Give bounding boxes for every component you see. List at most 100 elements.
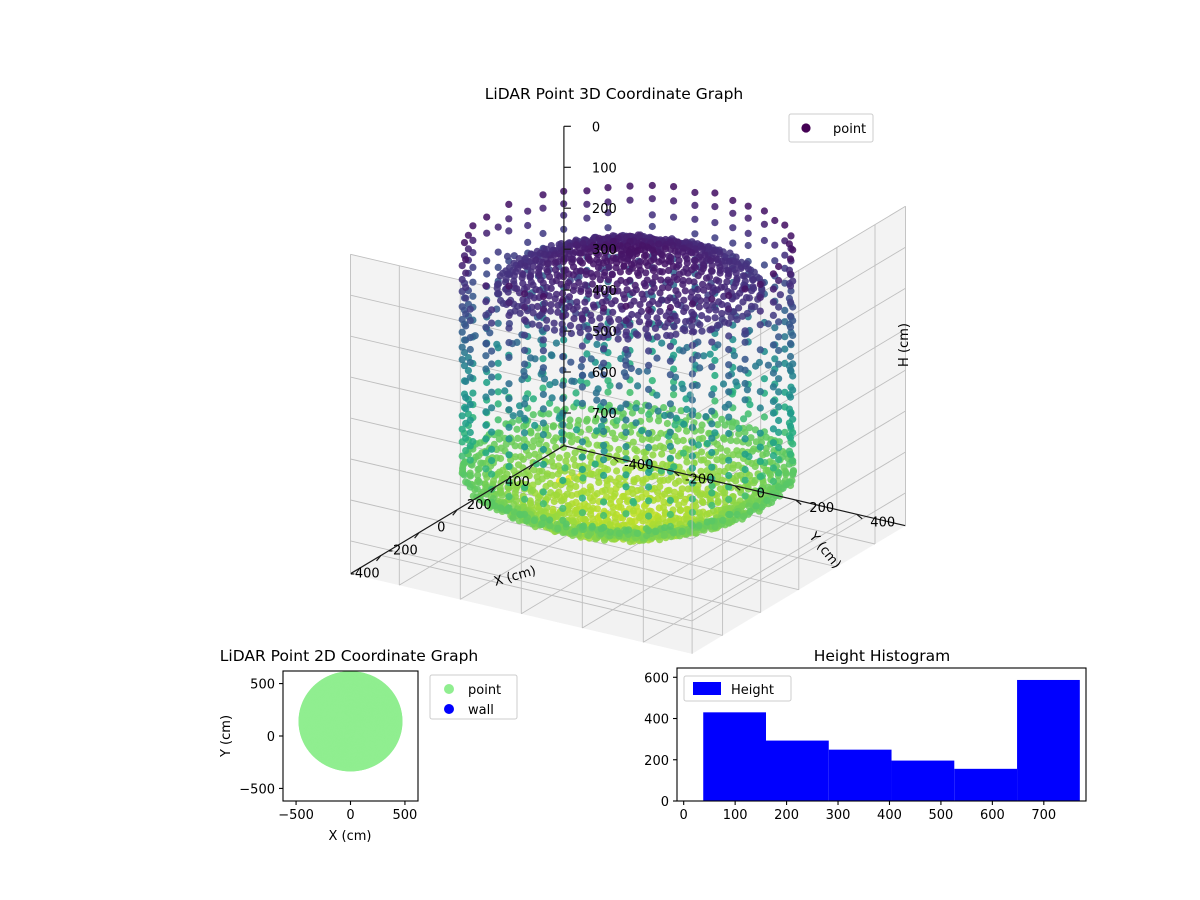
plot3d-point bbox=[629, 489, 637, 498]
plot3d-point bbox=[683, 427, 691, 435]
plot3d-point bbox=[553, 406, 561, 414]
plot3d-point bbox=[645, 385, 653, 393]
plot3d-point bbox=[645, 468, 653, 476]
plot3d-point bbox=[488, 470, 496, 478]
plot3d-point bbox=[589, 273, 597, 281]
plot3d-point bbox=[622, 483, 630, 491]
plot3d-point bbox=[725, 471, 733, 480]
plot3d-point bbox=[738, 312, 747, 320]
plot3d-point bbox=[488, 347, 496, 355]
plot3d-point bbox=[551, 259, 559, 267]
plot3d-point bbox=[666, 442, 675, 450]
plot3d-point bbox=[521, 262, 529, 270]
plot3d-point bbox=[513, 425, 521, 433]
plot3d-point bbox=[741, 338, 749, 346]
plot3d-zlabel: H (cm) bbox=[897, 323, 912, 367]
plot3d-point bbox=[629, 289, 637, 297]
plot3d-point bbox=[543, 260, 551, 268]
plot3d-point bbox=[595, 478, 603, 486]
plot3d-legend[interactable]: point bbox=[788, 113, 874, 143]
plot3d-point bbox=[469, 389, 477, 397]
plot3d-point bbox=[529, 309, 537, 317]
plot3d-point bbox=[621, 295, 629, 303]
plot3d-point bbox=[579, 522, 588, 530]
plot3d-point bbox=[494, 223, 502, 231]
plot3d-point bbox=[593, 292, 601, 300]
plot3d-point bbox=[702, 413, 710, 421]
plot3d-point bbox=[625, 267, 633, 276]
plot3d-point bbox=[616, 497, 624, 505]
plot3d-point bbox=[460, 458, 469, 467]
plot3d-point bbox=[686, 528, 694, 536]
plot3d-point bbox=[680, 420, 688, 428]
plot3d-point bbox=[703, 518, 711, 526]
plot3d-point bbox=[469, 292, 477, 300]
plot3d-point bbox=[741, 327, 749, 335]
plot3d-point bbox=[600, 511, 608, 520]
plot3d-point bbox=[744, 229, 752, 237]
plot3d-point bbox=[639, 295, 648, 303]
plot3d-point bbox=[786, 410, 795, 418]
plot3d-point bbox=[741, 396, 749, 404]
plot3d-point bbox=[782, 469, 790, 477]
plot3d-point bbox=[645, 402, 653, 410]
plot3d-point bbox=[462, 310, 470, 318]
plot3d-point bbox=[503, 270, 512, 278]
plot3d-point bbox=[622, 510, 630, 518]
plot3d-point bbox=[588, 280, 597, 288]
plot3d-point bbox=[725, 400, 733, 408]
plot3d-point bbox=[572, 248, 580, 256]
plot3d-point bbox=[651, 273, 659, 281]
plot3d-point bbox=[622, 361, 630, 369]
plot3d-point bbox=[640, 448, 648, 456]
plot3d-point bbox=[771, 355, 779, 363]
plot3d-point bbox=[769, 369, 778, 377]
plot3d-point bbox=[781, 345, 789, 353]
plot3d-point bbox=[775, 456, 783, 464]
plot3d-point bbox=[725, 361, 733, 369]
plot3d-point bbox=[698, 312, 706, 320]
plot3d-y-tick bbox=[795, 499, 802, 505]
plot3d-point bbox=[505, 380, 513, 388]
plot3d-point bbox=[700, 352, 708, 360]
plot3d-point bbox=[462, 256, 470, 264]
plot3d-point bbox=[469, 278, 477, 286]
plot3d-point bbox=[466, 472, 475, 480]
plot3d-point bbox=[554, 524, 562, 533]
plot3d-point bbox=[786, 298, 795, 306]
plot3d-point bbox=[545, 410, 553, 418]
plot3d-legend-box bbox=[788, 113, 874, 143]
plot3d-point bbox=[555, 454, 564, 462]
plot3d-point bbox=[578, 383, 587, 391]
plot3d-point bbox=[491, 502, 499, 510]
plot3d-point bbox=[636, 301, 644, 309]
plot3d-point bbox=[741, 355, 749, 363]
plot3d-point bbox=[687, 520, 695, 528]
plot3d-point bbox=[664, 266, 673, 275]
plot3d-point bbox=[741, 450, 749, 458]
plot3d-point bbox=[748, 447, 757, 455]
plot3d-point bbox=[645, 527, 653, 535]
plot3d-point bbox=[741, 492, 749, 500]
plot3d-point bbox=[577, 267, 585, 275]
plot3d-point bbox=[524, 238, 532, 246]
plot3d-point bbox=[530, 466, 538, 474]
plot3d-point bbox=[645, 361, 653, 369]
plot3d-point bbox=[769, 477, 778, 485]
plot3d-point bbox=[729, 209, 737, 217]
plot3d-point bbox=[536, 312, 544, 320]
plot3d-point bbox=[691, 257, 700, 265]
plot3d-point bbox=[592, 389, 600, 397]
plot3d-point bbox=[460, 471, 468, 479]
plot3d-point bbox=[769, 285, 778, 293]
plot3d-point bbox=[632, 454, 640, 463]
plot3d-point bbox=[771, 257, 779, 265]
plot3d-point bbox=[741, 435, 749, 443]
plot3d-point bbox=[684, 269, 692, 277]
plot3d-point bbox=[502, 440, 510, 448]
plot3d-point bbox=[719, 516, 727, 525]
plot3d-point bbox=[494, 359, 502, 367]
plot3d-point bbox=[606, 528, 614, 536]
plot3d-point bbox=[469, 222, 477, 230]
plot3d-point bbox=[660, 531, 668, 540]
